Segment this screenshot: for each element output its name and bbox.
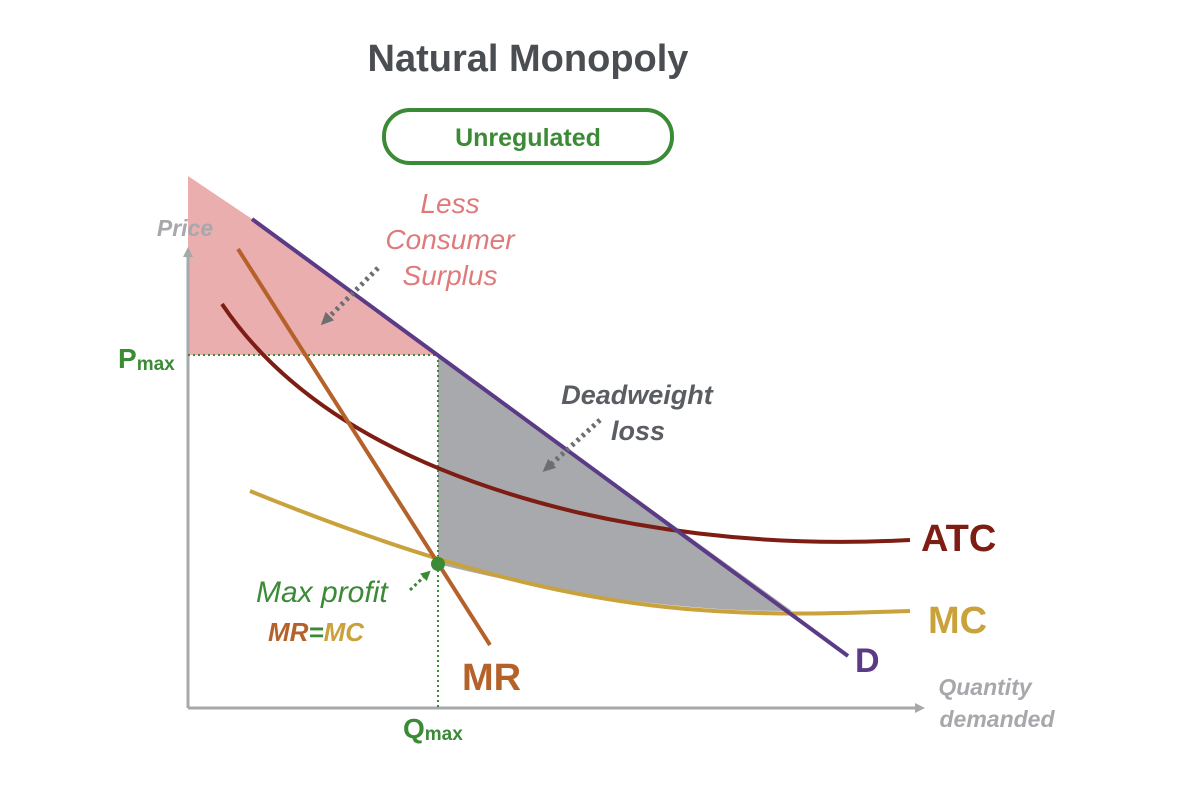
mc-label: MC bbox=[928, 600, 987, 642]
mr-equals-mc-mc: MC bbox=[324, 617, 366, 647]
y-axis-label: Price bbox=[157, 215, 213, 241]
max-profit-annotation: Max profit MR=MC bbox=[256, 570, 431, 647]
demand-label: D bbox=[855, 642, 880, 680]
deadweight-line1: Deadweight bbox=[561, 380, 714, 410]
pmax-label: Pmax bbox=[118, 343, 175, 375]
deadweight-arrow bbox=[542, 418, 602, 473]
qmax-label: Qmax bbox=[403, 713, 463, 745]
mc-curve bbox=[249, 489, 911, 616]
mr-label: MR bbox=[462, 657, 521, 699]
mr-equals-mc-label: MR=MC bbox=[268, 617, 365, 647]
pmax-subscript: max bbox=[137, 354, 175, 375]
consumer-surplus-arrow bbox=[320, 266, 380, 326]
consumer-surplus-annotation: Less Consumer Surplus bbox=[320, 188, 516, 326]
unregulated-badge: Unregulated bbox=[382, 108, 674, 165]
deadweight-loss-annotation: Deadweight loss bbox=[542, 380, 714, 473]
deadweight-line2: loss bbox=[611, 416, 665, 446]
consumer-surplus-line1: Less bbox=[420, 188, 479, 219]
max-profit-point bbox=[431, 557, 445, 571]
consumer-surplus-line3: Surplus bbox=[403, 260, 498, 291]
consumer-surplus-line2: Consumer bbox=[385, 224, 516, 255]
mr-equals-mc-eq: = bbox=[308, 617, 323, 647]
qmax-subscript: max bbox=[425, 724, 463, 745]
max-profit-arrow bbox=[408, 570, 431, 592]
atc-curve bbox=[220, 302, 911, 544]
badge-label: Unregulated bbox=[455, 124, 601, 152]
mr-equals-mc-mr: MR bbox=[268, 617, 309, 647]
qmax-main: Q bbox=[403, 713, 425, 744]
atc-label: ATC bbox=[921, 518, 996, 560]
diagram-title: Natural Monopoly bbox=[368, 38, 689, 80]
max-profit-label: Max profit bbox=[256, 576, 389, 609]
x-axis-label-line1: Quantity bbox=[938, 674, 1032, 700]
x-axis-label-line2: demanded bbox=[939, 706, 1055, 732]
pmax-main: P bbox=[118, 343, 137, 374]
mr-curve bbox=[236, 247, 492, 647]
